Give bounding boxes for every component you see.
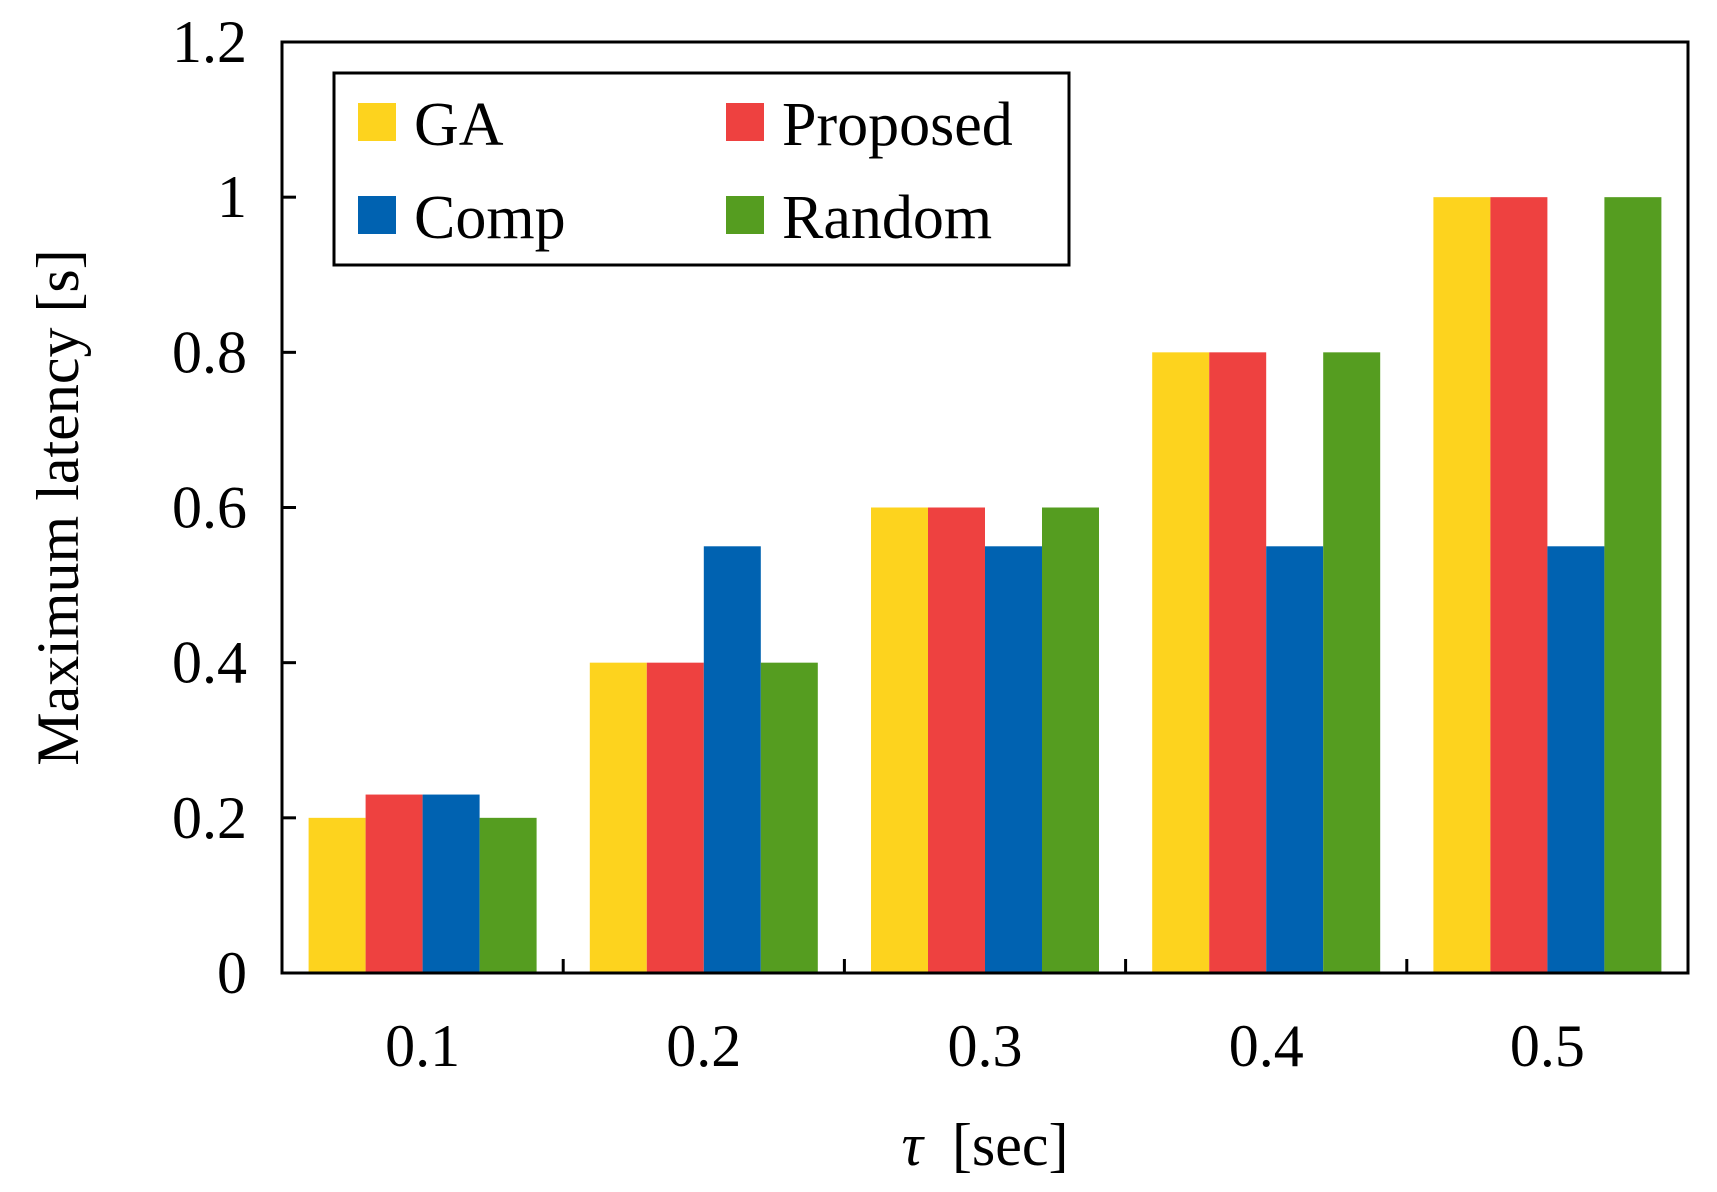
plot-frame [280,40,1690,975]
legend-label-comp: Comp [414,184,566,252]
legend-swatch-proposed [726,103,764,141]
bar-proposed-0.4 [1209,352,1267,973]
bar-random-0.4 [1323,352,1381,973]
bar-layer [308,197,1662,973]
bar-ga-0.1 [308,817,366,973]
legend-label-random: Random [782,184,992,252]
y-tick-label: 0 [217,940,247,1006]
bar-proposed-0.2 [646,662,704,973]
y-axis-ticks: 0 0.2 0.4 0.6 0.8 1 1.2 [172,9,296,1006]
y-tick-label: 0.6 [172,475,247,541]
x-tick-label: 0.2 [666,1013,741,1079]
bar-random-0.5 [1604,197,1662,973]
y-tick-label: 0.4 [172,630,247,696]
x-axis-symbol: τ [901,1112,925,1178]
legend-swatch-comp [358,196,396,234]
bar-ga-0.2 [589,662,647,973]
y-tick-label: 0.2 [172,785,247,851]
legend-items: GA Proposed Comp Random [358,91,1013,252]
legend-swatch-ga [358,103,396,141]
x-tick-label: 0.5 [1510,1013,1585,1079]
legend-box [332,71,1071,267]
legend-swatch-random [726,196,764,234]
bar-comp-0.4 [1266,546,1324,973]
y-axis-title: Maximum latency [s] [25,249,91,766]
bar-random-0.3 [1042,507,1099,973]
x-tick-label: 0.3 [948,1013,1023,1079]
bar-ga-0.3 [871,507,928,973]
bar-ga-0.4 [1152,352,1210,973]
bar-random-0.1 [479,817,537,973]
bar-proposed-0.1 [365,794,423,973]
bar-proposed-0.3 [928,507,985,973]
bar-comp-0.1 [422,794,480,973]
y-tick-label: 1.2 [172,9,247,75]
x-axis-ticks: 0.1 0.2 0.3 0.4 0.5 [385,959,1585,1079]
legend: GA Proposed Comp Random [332,71,1071,267]
bar-comp-0.5 [1547,546,1605,973]
bar-comp-0.3 [985,546,1042,973]
y-tick-label: 0.8 [172,319,247,385]
y-tick-label: 1 [217,164,247,230]
x-tick-label: 0.1 [385,1013,460,1079]
bar-random-0.2 [760,662,818,973]
bar-ga-0.5 [1433,197,1491,973]
legend-label-proposed: Proposed [782,91,1013,159]
bar-comp-0.2 [703,546,761,973]
x-tick-label: 0.4 [1229,1013,1304,1079]
legend-label-ga: GA [414,91,504,159]
bar-proposed-0.5 [1490,197,1548,973]
x-axis-unit: [sec] [952,1112,1069,1178]
x-axis-title: τ [sec] [901,1112,1068,1178]
